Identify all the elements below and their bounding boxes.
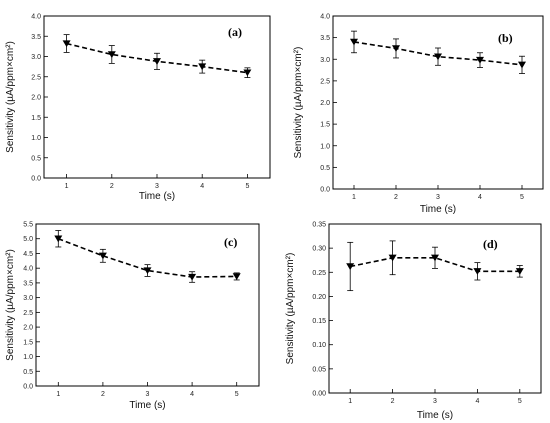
series-line bbox=[353, 41, 523, 66]
y-axis-title: Sensitivity (µA/ppm×cm²) bbox=[293, 47, 304, 159]
x-tick-label: 4 bbox=[478, 194, 482, 201]
y-tick-label: 4.0 bbox=[23, 266, 33, 273]
data-point bbox=[54, 235, 63, 243]
x-tick-label: 4 bbox=[200, 183, 204, 190]
x-tick-label: 3 bbox=[436, 194, 440, 201]
x-axis-title: Time (s) bbox=[139, 191, 175, 202]
y-tick-label: 2.0 bbox=[31, 95, 41, 102]
x-axis-title: Time (s) bbox=[420, 204, 456, 215]
data-point bbox=[515, 268, 524, 275]
y-tick-label: 0.25 bbox=[312, 270, 326, 277]
series-line bbox=[58, 237, 237, 278]
x-tick-label: 3 bbox=[155, 183, 159, 190]
x-tick-label: 4 bbox=[475, 398, 479, 405]
y-tick-label: 0.0 bbox=[31, 176, 41, 183]
x-tick-label: 3 bbox=[433, 398, 437, 405]
y-tick-label: 0.30 bbox=[312, 246, 326, 253]
panel-label: (d) bbox=[483, 237, 498, 251]
y-tick-label: 5.5 bbox=[23, 222, 33, 229]
y-axis-title: Sensitivity (µA/ppm×cm²) bbox=[5, 249, 16, 361]
y-tick-label: 5.0 bbox=[23, 236, 33, 243]
x-tick-label: 2 bbox=[391, 398, 395, 405]
data-point bbox=[243, 69, 252, 77]
y-tick-label: 3.0 bbox=[320, 57, 330, 64]
data-point bbox=[188, 273, 197, 281]
x-tick-label: 1 bbox=[352, 194, 356, 201]
y-tick-label: 1.0 bbox=[320, 143, 330, 150]
panel-label: (a) bbox=[228, 25, 242, 39]
x-tick-label: 5 bbox=[520, 194, 524, 201]
x-axis-title: Time (s) bbox=[417, 410, 453, 421]
data-point bbox=[153, 58, 161, 65]
y-axis-title: Sensitivity (µA/ppm×cm²) bbox=[285, 253, 296, 365]
y-tick-label: 3.0 bbox=[31, 54, 41, 61]
chart-panel-2: 0.0 0.5 1.0 1.5 2.0 2.5 3.0 3.5 4.0 1 2 3 4 5 Time (s)… bbox=[293, 14, 544, 215]
y-tick-label: 1.0 bbox=[31, 135, 41, 142]
data-point bbox=[198, 63, 207, 71]
x-tick-label: 5 bbox=[245, 183, 249, 190]
data-point bbox=[388, 254, 397, 262]
y-tick-label: 2.0 bbox=[320, 100, 330, 107]
y-tick-label: 0.20 bbox=[312, 294, 326, 301]
y-axis-title: Sensitivity (µA/ppm×cm²) bbox=[5, 41, 16, 153]
data-point bbox=[476, 56, 484, 64]
y-tick-label: 1.5 bbox=[320, 122, 330, 129]
data-point bbox=[434, 53, 442, 61]
y-tick-label: 1.0 bbox=[23, 354, 33, 361]
y-tick-label: 3.5 bbox=[23, 280, 33, 287]
y-tick-label: 2.5 bbox=[23, 310, 33, 317]
y-tick-label: 3.5 bbox=[320, 35, 330, 42]
x-tick-label: 2 bbox=[101, 391, 105, 398]
y-tick-label: 0.5 bbox=[320, 165, 330, 172]
y-tick-label: 0.5 bbox=[23, 369, 33, 376]
y-tick-label: 0.0 bbox=[23, 384, 33, 391]
x-tick-label: 1 bbox=[65, 183, 69, 190]
data-point bbox=[518, 61, 526, 69]
x-tick-label: 5 bbox=[518, 398, 522, 405]
y-tick-label: 2.0 bbox=[23, 325, 33, 332]
x-tick-label: 3 bbox=[146, 391, 150, 398]
y-tick-label: 0.5 bbox=[31, 155, 41, 162]
plot-frame bbox=[43, 15, 271, 179]
x-tick-label: 1 bbox=[348, 398, 352, 405]
panel-label: (b) bbox=[498, 31, 513, 45]
data-point bbox=[232, 273, 241, 281]
x-tick-label: 4 bbox=[190, 391, 194, 398]
y-tick-label: 2.5 bbox=[31, 74, 41, 81]
x-tick-label: 1 bbox=[56, 391, 60, 398]
data-point bbox=[350, 38, 358, 46]
y-tick-label: 3.5 bbox=[31, 34, 41, 41]
chart-panel-4: 0.00 0.05 0.10 0.15 0.20 0.25 0.30 0.35 1 2 3 4 5 Tim… bbox=[285, 222, 542, 421]
y-tick-label: 2.5 bbox=[320, 78, 330, 85]
y-tick-label: 0.10 bbox=[312, 342, 326, 349]
y-tick-label: 3.0 bbox=[23, 295, 33, 302]
data-point bbox=[392, 45, 400, 53]
x-tick-label: 2 bbox=[394, 194, 398, 201]
y-tick-label: 0.05 bbox=[312, 366, 326, 373]
y-tick-label: 4.0 bbox=[320, 14, 330, 21]
y-tick-label: 1.5 bbox=[31, 115, 41, 122]
panel-label: (c) bbox=[224, 235, 237, 249]
y-tick-label: 4.0 bbox=[31, 14, 41, 21]
y-tick-label: 4.5 bbox=[23, 251, 33, 258]
x-tick-label: 2 bbox=[110, 183, 114, 190]
y-tick-label: 0.00 bbox=[312, 391, 326, 398]
data-point bbox=[143, 267, 152, 275]
data-point bbox=[346, 263, 355, 271]
chart-panel-3: 0.0 0.5 1.0 1.5 2.0 2.5 3.0 3.5 4.0 4.5 5.0 5.5 1 2 3 4… bbox=[5, 222, 260, 411]
data-point bbox=[62, 40, 71, 48]
x-tick-label: 5 bbox=[235, 391, 239, 398]
y-tick-label: 1.5 bbox=[23, 339, 33, 346]
y-tick-label: 0.15 bbox=[312, 318, 326, 325]
x-axis-title: Time (s) bbox=[129, 400, 165, 411]
y-tick-label: 0.35 bbox=[312, 222, 326, 229]
y-tick-label: 0.0 bbox=[320, 187, 330, 194]
data-point bbox=[473, 268, 482, 275]
data-point bbox=[98, 252, 107, 260]
data-point bbox=[431, 254, 439, 262]
data-point bbox=[107, 51, 116, 59]
series-line bbox=[350, 256, 520, 273]
chart-panel-1: 0.0 0.5 1.0 1.5 2.0 2.5 3.0 3.5 4.0 1 2 3 4 5 Time (s)… bbox=[5, 14, 271, 202]
